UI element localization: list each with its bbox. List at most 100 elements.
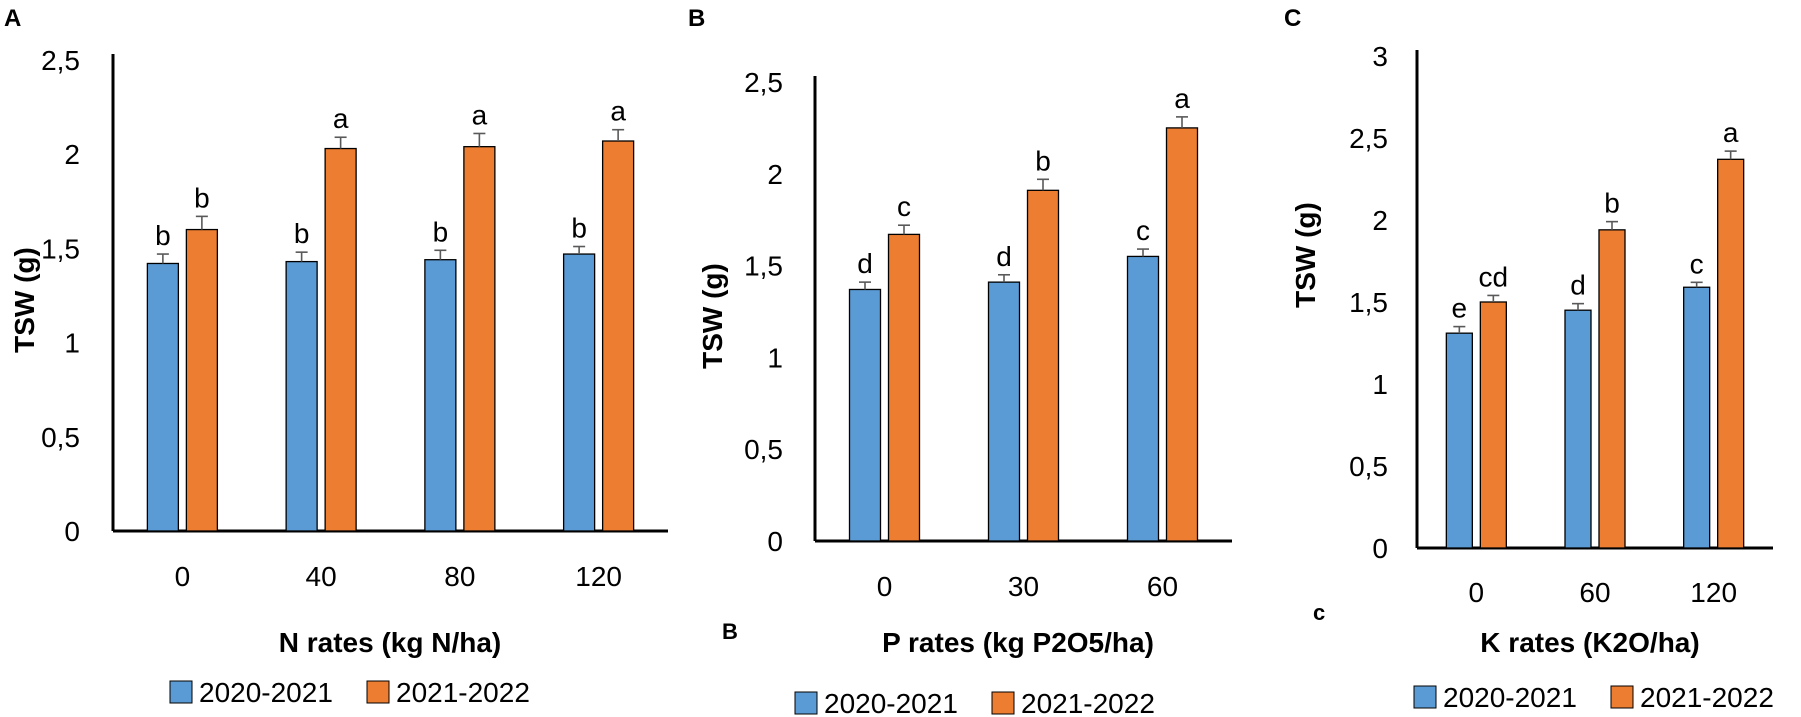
panel-b-x-tick-label: 0 xyxy=(877,571,893,602)
panel-a-legend-swatch-1 xyxy=(169,680,193,704)
panel-b-x-tick-label: 30 xyxy=(1008,571,1039,602)
panel-b-y-tick-label: 2 xyxy=(767,159,783,190)
panel-b-legend-swatch-2 xyxy=(991,691,1015,715)
panel-a-y-tick-label: 0,5 xyxy=(41,422,80,453)
panel-a-x-axis-label: N rates (kg N/ha) xyxy=(279,627,502,658)
panel-c-significance-label: cd xyxy=(1479,261,1509,292)
panel-c-y-tick-label: 1,5 xyxy=(1349,287,1388,318)
panel-b-bar-series1-30 xyxy=(987,281,1021,542)
panel-a-x-tick-label: 40 xyxy=(306,561,337,592)
panel-a-x-tick-label: 80 xyxy=(444,561,475,592)
panel-b-bar-series2-0 xyxy=(887,233,921,542)
panel-c-bar-series1-120 xyxy=(1683,286,1711,549)
panel-b-bar-series1-60 xyxy=(1126,255,1160,542)
panel-c-bar-series2-0 xyxy=(1479,301,1507,549)
panel-a-y-axis-label: TSW (g) xyxy=(9,247,40,353)
panel-a-bar-series1-40 xyxy=(285,260,318,532)
panel-a-bar-series2-120 xyxy=(601,140,635,532)
panel-a-y-tick-label: 0 xyxy=(64,516,80,547)
panel-a-legend-swatch-2 xyxy=(366,680,390,704)
panel-a-legend-label-1: 2020-2021 xyxy=(199,677,333,708)
panel-b-bar-series2-30 xyxy=(1026,189,1060,542)
panel-b-y-tick-label: 0 xyxy=(767,526,783,557)
panel-b-significance-label: c xyxy=(897,191,911,222)
panel-a-significance-label: a xyxy=(472,99,488,130)
panel-a-significance-label: b xyxy=(571,213,587,244)
panel-b-y-tick-label: 0,5 xyxy=(744,434,783,465)
panel-b-significance-label: d xyxy=(996,241,1012,272)
panel-b-significance-label: a xyxy=(1174,83,1190,114)
panel-a-significance-label: a xyxy=(333,103,349,134)
panel-b-x-axis-label: P rates (kg P2O5/ha) xyxy=(882,627,1154,658)
panel-a-legend-label-2: 2021-2022 xyxy=(396,677,530,708)
panel-a-bar-series2-0 xyxy=(185,228,219,532)
panel-c: C 0 0,5 1 1,5 2 2,5 3 TSW (g) ecd 0 d b 60 c a 120 K rate… xyxy=(1284,5,1774,713)
panel-c-bar-series2-120 xyxy=(1717,158,1745,549)
panel-c-significance-label: d xyxy=(1570,270,1586,301)
panel-c-letter: C xyxy=(1284,5,1301,32)
panel-a-y-tick-label: 2 xyxy=(64,139,80,170)
panel-a-y-tick-label: 2,5 xyxy=(41,45,80,76)
panel-c-significance-label: e xyxy=(1452,293,1468,324)
panel-a-significance-label: a xyxy=(610,96,626,127)
panel-c-x-tick-label: 60 xyxy=(1579,577,1610,608)
panel-a-y-tick-label: 1,5 xyxy=(41,233,80,264)
panel-a-significance-label: b xyxy=(294,218,310,249)
panel-b-legend-label-1: 2020-2021 xyxy=(824,688,958,717)
panel-c-significance-label: a xyxy=(1723,117,1739,148)
panel-a-significance-label: b xyxy=(155,220,171,251)
panel-b-significance-label: b xyxy=(1035,145,1051,176)
panel-c-y-tick-label: 0 xyxy=(1372,533,1388,564)
panel-b-y-tick-label: 1,5 xyxy=(744,251,783,282)
panel-c-significance-label: c xyxy=(1690,248,1704,279)
panel-c-y-tick-label: 2,5 xyxy=(1349,123,1388,154)
panel-b-legend-swatch-1 xyxy=(794,691,818,715)
panel-b-legend-label-2: 2021-2022 xyxy=(1021,688,1155,717)
panel-a-legend: 2020-2021 2021-2022 xyxy=(169,677,530,708)
panel-b-bar-series1-0 xyxy=(848,288,882,542)
panel-c-legend: 2020-2021 2021-2022 xyxy=(1413,682,1774,713)
panel-c-y-tick-label: 2 xyxy=(1372,205,1388,236)
panel-a-bar-series2-80 xyxy=(463,146,496,532)
panel-c-significance-label: b xyxy=(1604,188,1620,219)
panel-b-bar-series2-60 xyxy=(1165,127,1199,542)
panel-c-bar-series1-60 xyxy=(1564,309,1592,549)
panel-a-bar-series1-80 xyxy=(424,259,457,532)
panel-c-x-axis-label: K rates (K2O/ha) xyxy=(1480,627,1699,658)
panel-a-x-tick-label: 120 xyxy=(575,561,622,592)
panel-a-significance-label: b xyxy=(194,182,210,213)
panel-a-y-tick-label: 1 xyxy=(64,328,80,359)
panel-c-x-tick-label: 120 xyxy=(1690,577,1737,608)
panel-b-stray-label: B xyxy=(722,619,738,644)
panel-a-letter: A xyxy=(4,5,21,32)
panel-c-legend-label-2: 2021-2022 xyxy=(1640,682,1774,713)
panel-b-y-axis-label: TSW (g) xyxy=(697,263,728,369)
panel-c-y-tick-label: 0,5 xyxy=(1349,451,1388,482)
panel-c-bar-series2-60 xyxy=(1598,229,1626,549)
panel-b-significance-label: d xyxy=(857,248,873,279)
panel-c-bar-series1-0 xyxy=(1445,332,1473,549)
panel-c-legend-swatch-2 xyxy=(1610,685,1634,709)
panel-b-letter: B xyxy=(688,5,705,32)
panel-c-stray-label: c xyxy=(1313,600,1325,625)
panel-a-x-tick-label: 0 xyxy=(175,561,191,592)
panel-b-y-tick-label: 1 xyxy=(767,342,783,373)
panel-c-legend-swatch-1 xyxy=(1413,685,1437,709)
panel-b-x-tick-label: 60 xyxy=(1147,571,1178,602)
panel-b-y-tick-label: 2,5 xyxy=(744,67,783,98)
panel-a-bar-series1-0 xyxy=(146,262,180,532)
panel-b-legend: 2020-2021 2021-2022 xyxy=(794,688,1155,717)
panel-c-x-tick-label: 0 xyxy=(1469,577,1485,608)
panel-b-significance-label: c xyxy=(1136,215,1150,246)
panel-c-y-tick-label: 3 xyxy=(1372,41,1388,72)
panel-a-significance-label: b xyxy=(433,216,449,247)
panel-a-bar-series2-40 xyxy=(324,147,357,532)
panel-c-legend-label-1: 2020-2021 xyxy=(1443,682,1577,713)
panel-c-y-axis-label: TSW (g) xyxy=(1290,202,1321,308)
panel-a-bar-series1-120 xyxy=(562,253,596,532)
panel-c-y-tick-label: 1 xyxy=(1372,369,1388,400)
